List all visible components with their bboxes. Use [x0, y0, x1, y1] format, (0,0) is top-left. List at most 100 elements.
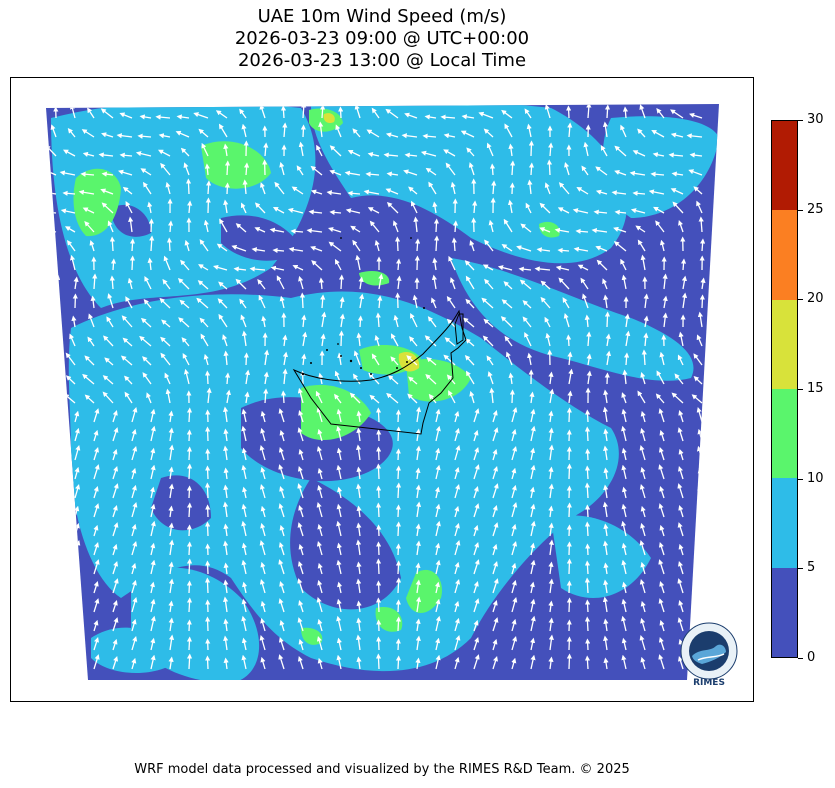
wind-vector [492, 638, 498, 651]
wind-vector [603, 389, 609, 404]
wind-vector [272, 247, 285, 254]
wind-vector [548, 427, 554, 442]
wind-vector [118, 169, 133, 176]
wind-vector [390, 333, 399, 347]
wind-vector [554, 227, 570, 233]
wind-vector [55, 615, 61, 632]
wind-vector [658, 447, 665, 461]
wind-vector [451, 237, 457, 252]
wind-vector [71, 315, 77, 328]
wind-vector [577, 264, 589, 271]
wind-vector [567, 351, 573, 366]
wind-vector [604, 104, 611, 119]
wind-vector [696, 200, 703, 214]
wind-vector [640, 600, 646, 613]
wind-vector [562, 297, 570, 309]
wind-vector [242, 179, 248, 195]
wind-vector [344, 170, 361, 176]
wind-vector [530, 637, 536, 651]
wind-vector [356, 578, 362, 594]
wind-vector [434, 581, 440, 594]
wind-vector [492, 427, 499, 442]
wind-vector [492, 522, 499, 537]
wind-vector [63, 149, 76, 157]
wind-vector [65, 352, 76, 366]
wind-vector [530, 408, 536, 423]
wind-vector [121, 315, 133, 328]
wind-vector [492, 578, 499, 594]
wind-vector [298, 505, 304, 518]
musandam-boundary [454, 313, 464, 345]
wind-vector [278, 654, 285, 670]
wind-vector [488, 219, 494, 233]
wind-vector [336, 503, 342, 518]
wind-vector [568, 368, 574, 385]
wind-vector [124, 391, 133, 404]
wind-vector [317, 657, 323, 670]
wind-vector [260, 466, 266, 480]
wind-vector [395, 448, 401, 461]
wind-vector [254, 227, 266, 233]
wind-vector [317, 467, 323, 480]
wind-vector [371, 107, 380, 119]
wind-vector [205, 465, 211, 480]
wind-vector [624, 352, 630, 366]
wind-vector [639, 484, 646, 499]
wind-vector [223, 657, 229, 670]
wind-vector [621, 447, 627, 461]
wind-vector [100, 188, 114, 195]
wind-vector [435, 447, 441, 461]
wind-vector [422, 133, 437, 139]
wind-vector [396, 275, 402, 290]
wind-vector [454, 579, 461, 594]
wind-vector [486, 355, 494, 366]
wind-vector [356, 522, 362, 537]
wind-vector [131, 467, 137, 480]
colorbar-tick-label: 15 [807, 381, 824, 396]
wind-vector [492, 656, 499, 670]
wind-vector [530, 542, 536, 556]
wind-vector [656, 108, 665, 119]
wind-vectors [46, 104, 706, 670]
wind-vector [186, 558, 193, 575]
wind-vector [131, 636, 138, 651]
wind-vector [74, 656, 80, 670]
wind-vector [678, 410, 684, 423]
wind-vector [317, 428, 323, 442]
wind-vector [595, 166, 608, 176]
wind-vector [101, 132, 114, 138]
wind-vector [142, 356, 152, 366]
wind-vector [671, 392, 684, 404]
wind-vector [186, 446, 193, 461]
wind-vector [299, 292, 306, 309]
wind-vector [93, 654, 100, 670]
colorbar-tick-label: 0 [807, 650, 816, 665]
wind-vector [677, 561, 684, 575]
wind-vector [395, 560, 402, 575]
wind-vector [374, 334, 380, 347]
wind-vector [317, 484, 323, 499]
wind-vector [69, 333, 76, 347]
wind-vector [640, 254, 646, 271]
wind-vector [241, 615, 247, 632]
wind-vector [241, 520, 247, 537]
wind-vector [395, 426, 402, 442]
wind-vector [511, 657, 517, 670]
wind-vector [106, 316, 114, 328]
wind-vector [336, 654, 342, 670]
wind-vector [186, 463, 193, 480]
wind-vector [655, 393, 665, 404]
wind-vector [336, 464, 342, 480]
wind-vector [218, 313, 228, 328]
wind-vector [584, 504, 591, 518]
wind-vector [54, 296, 60, 309]
wind-vector [566, 407, 572, 423]
wind-vector [186, 597, 193, 613]
wind-vector [249, 266, 266, 272]
wind-vector [203, 353, 209, 366]
wind-vector [600, 145, 608, 157]
wind-vector [511, 406, 518, 423]
wind-vector [497, 265, 513, 271]
wind-vector [511, 523, 517, 537]
wind-vector [282, 351, 289, 366]
